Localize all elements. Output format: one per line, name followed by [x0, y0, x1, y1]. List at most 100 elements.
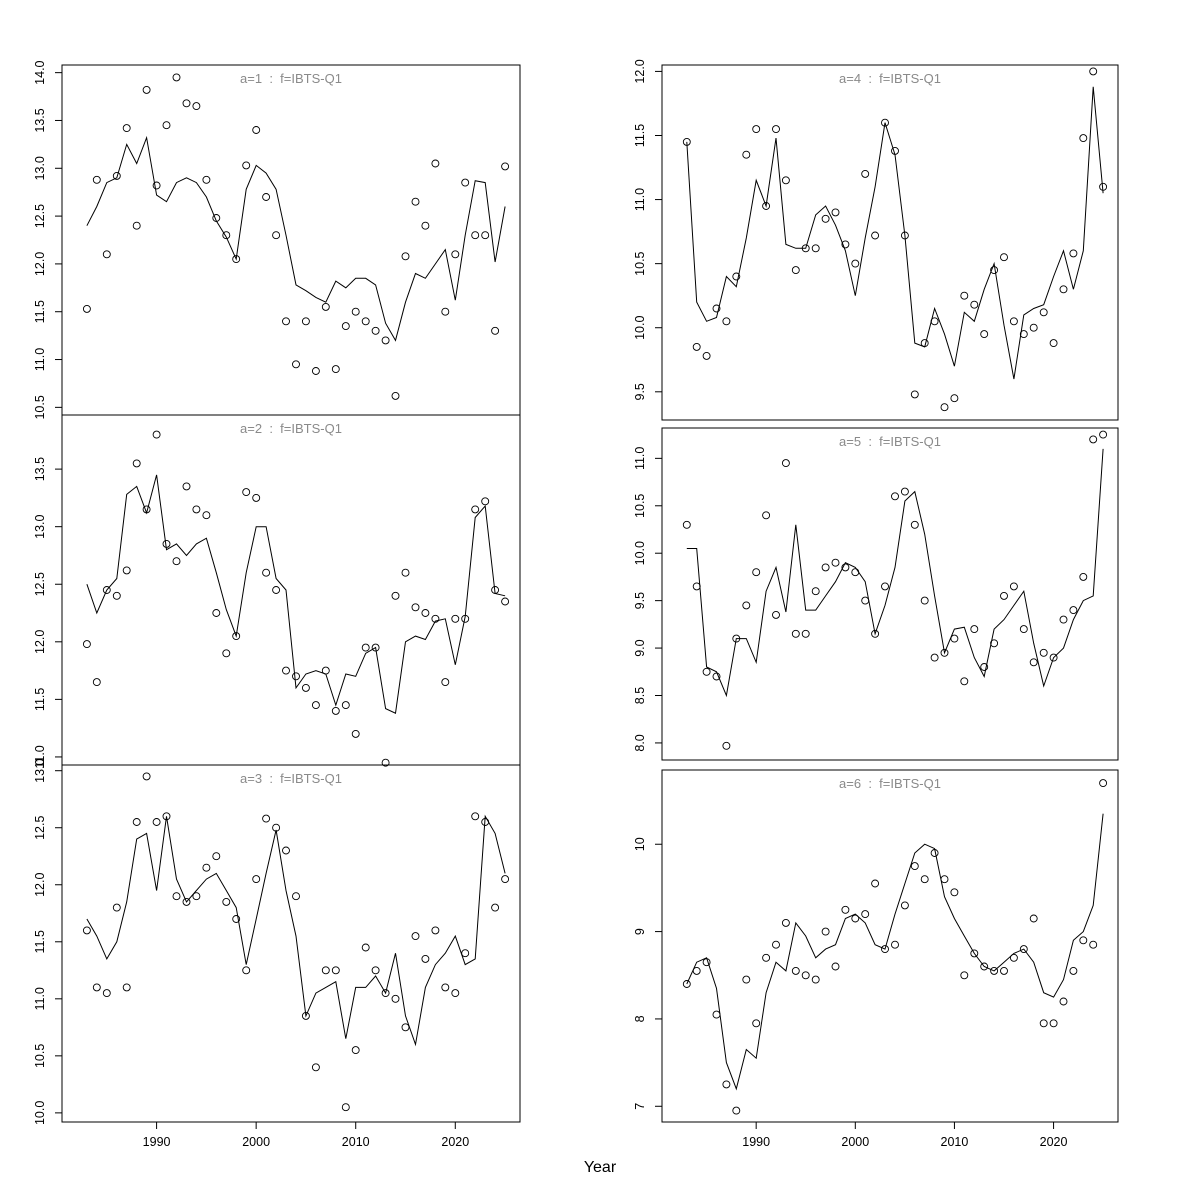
- data-point: [990, 266, 999, 275]
- data-point: [112, 591, 121, 600]
- panel-box: [661, 427, 1119, 761]
- data-point: [682, 520, 691, 529]
- data-point: [831, 558, 840, 567]
- panel-box: [61, 64, 521, 416]
- data-point: [182, 897, 191, 906]
- data-point: [950, 634, 959, 643]
- data-point: [142, 505, 151, 514]
- data-point: [1099, 779, 1108, 788]
- data-point: [712, 672, 721, 681]
- y-tick-label: 11.0: [633, 188, 647, 211]
- data-point: [491, 586, 500, 594]
- data-point: [232, 255, 241, 264]
- x-tick-label: 2000: [841, 1135, 869, 1149]
- data-point: [491, 903, 500, 912]
- data-point: [122, 124, 131, 133]
- data-point: [192, 505, 201, 514]
- data-point: [82, 926, 91, 935]
- data-point: [401, 252, 410, 261]
- data-point: [182, 99, 191, 108]
- data-point: [142, 772, 151, 781]
- data-point: [682, 980, 691, 988]
- data-point: [331, 966, 340, 975]
- data-point: [742, 975, 751, 984]
- data-point: [152, 181, 161, 190]
- x-tick-label: 2020: [441, 1135, 469, 1149]
- x-axis-title: Year: [584, 1159, 617, 1176]
- data-point: [431, 614, 440, 623]
- data-point: [1079, 134, 1088, 143]
- fit-line: [686, 86, 1104, 380]
- data-point: [212, 214, 221, 222]
- data-point: [1099, 430, 1108, 439]
- data-point: [1079, 572, 1088, 581]
- y-tick-label: 10: [633, 837, 647, 851]
- x-tick-label: 2000: [242, 1135, 270, 1149]
- data-point: [960, 291, 969, 300]
- data-point: [222, 649, 231, 658]
- data-point: [142, 85, 151, 94]
- panel-a1: a=1 : f=IBTS-Q1 10.5 11.0 11.5 12.0 12.5 13.0 1…: [33, 60, 521, 420]
- data-point: [481, 818, 490, 826]
- data-point: [980, 663, 989, 671]
- data-point: [960, 971, 969, 980]
- y-tick-label: 12.0: [633, 59, 647, 83]
- data-point: [900, 901, 909, 910]
- data-point: [1019, 625, 1028, 634]
- data-point: [1009, 582, 1018, 591]
- data-point: [361, 317, 370, 326]
- data-point: [950, 888, 959, 897]
- data-point: [401, 1023, 410, 1032]
- data-point: [1059, 285, 1068, 294]
- data-point: [232, 632, 241, 641]
- data-point: [742, 601, 751, 610]
- y-tick-label: 11.0: [33, 745, 47, 768]
- data-point: [212, 609, 221, 617]
- data-point: [341, 1103, 350, 1112]
- data-point: [252, 875, 261, 884]
- data-point: [272, 231, 281, 240]
- data-point: [1099, 182, 1108, 191]
- data-point: [202, 175, 211, 184]
- data-point: [311, 1063, 320, 1072]
- data-point: [851, 259, 860, 268]
- data-point: [292, 672, 300, 681]
- data-point: [702, 667, 711, 676]
- data-point: [301, 1011, 310, 1020]
- data-point: [461, 178, 470, 187]
- data-point: [252, 493, 261, 502]
- y-tick-label: 9.5: [633, 592, 647, 609]
- data-point: [752, 568, 761, 577]
- data-point: [722, 1080, 731, 1089]
- y-tick-label: 10.5: [633, 251, 647, 275]
- data-point: [122, 566, 131, 575]
- data-point: [762, 202, 771, 210]
- y-tick-label: 8.0: [633, 734, 647, 751]
- data-point: [481, 497, 490, 506]
- y-tick-label: 11.0: [33, 348, 47, 371]
- y-tick-label: 13.5: [33, 108, 47, 132]
- data-point: [871, 879, 880, 888]
- data-point: [441, 983, 450, 992]
- data-point: [801, 244, 810, 253]
- data-point: [722, 741, 731, 750]
- data-point: [441, 678, 450, 687]
- data-point: [930, 849, 939, 857]
- data-point: [811, 587, 820, 596]
- data-point: [891, 940, 899, 949]
- data-point: [491, 326, 500, 335]
- data-point: [431, 159, 440, 168]
- x-tick-label: 1990: [742, 1135, 770, 1149]
- data-point: [501, 597, 510, 606]
- data-point: [762, 953, 771, 962]
- data-point: [1059, 997, 1068, 1006]
- data-point: [940, 403, 949, 412]
- y-tick-label: 11.5: [33, 300, 47, 323]
- data-point: [1049, 653, 1058, 662]
- x-tick-label: 1990: [143, 1135, 171, 1149]
- data-point: [272, 823, 281, 832]
- y-tick-label: 9: [633, 928, 647, 935]
- data-point: [900, 231, 909, 240]
- data-point: [411, 603, 420, 612]
